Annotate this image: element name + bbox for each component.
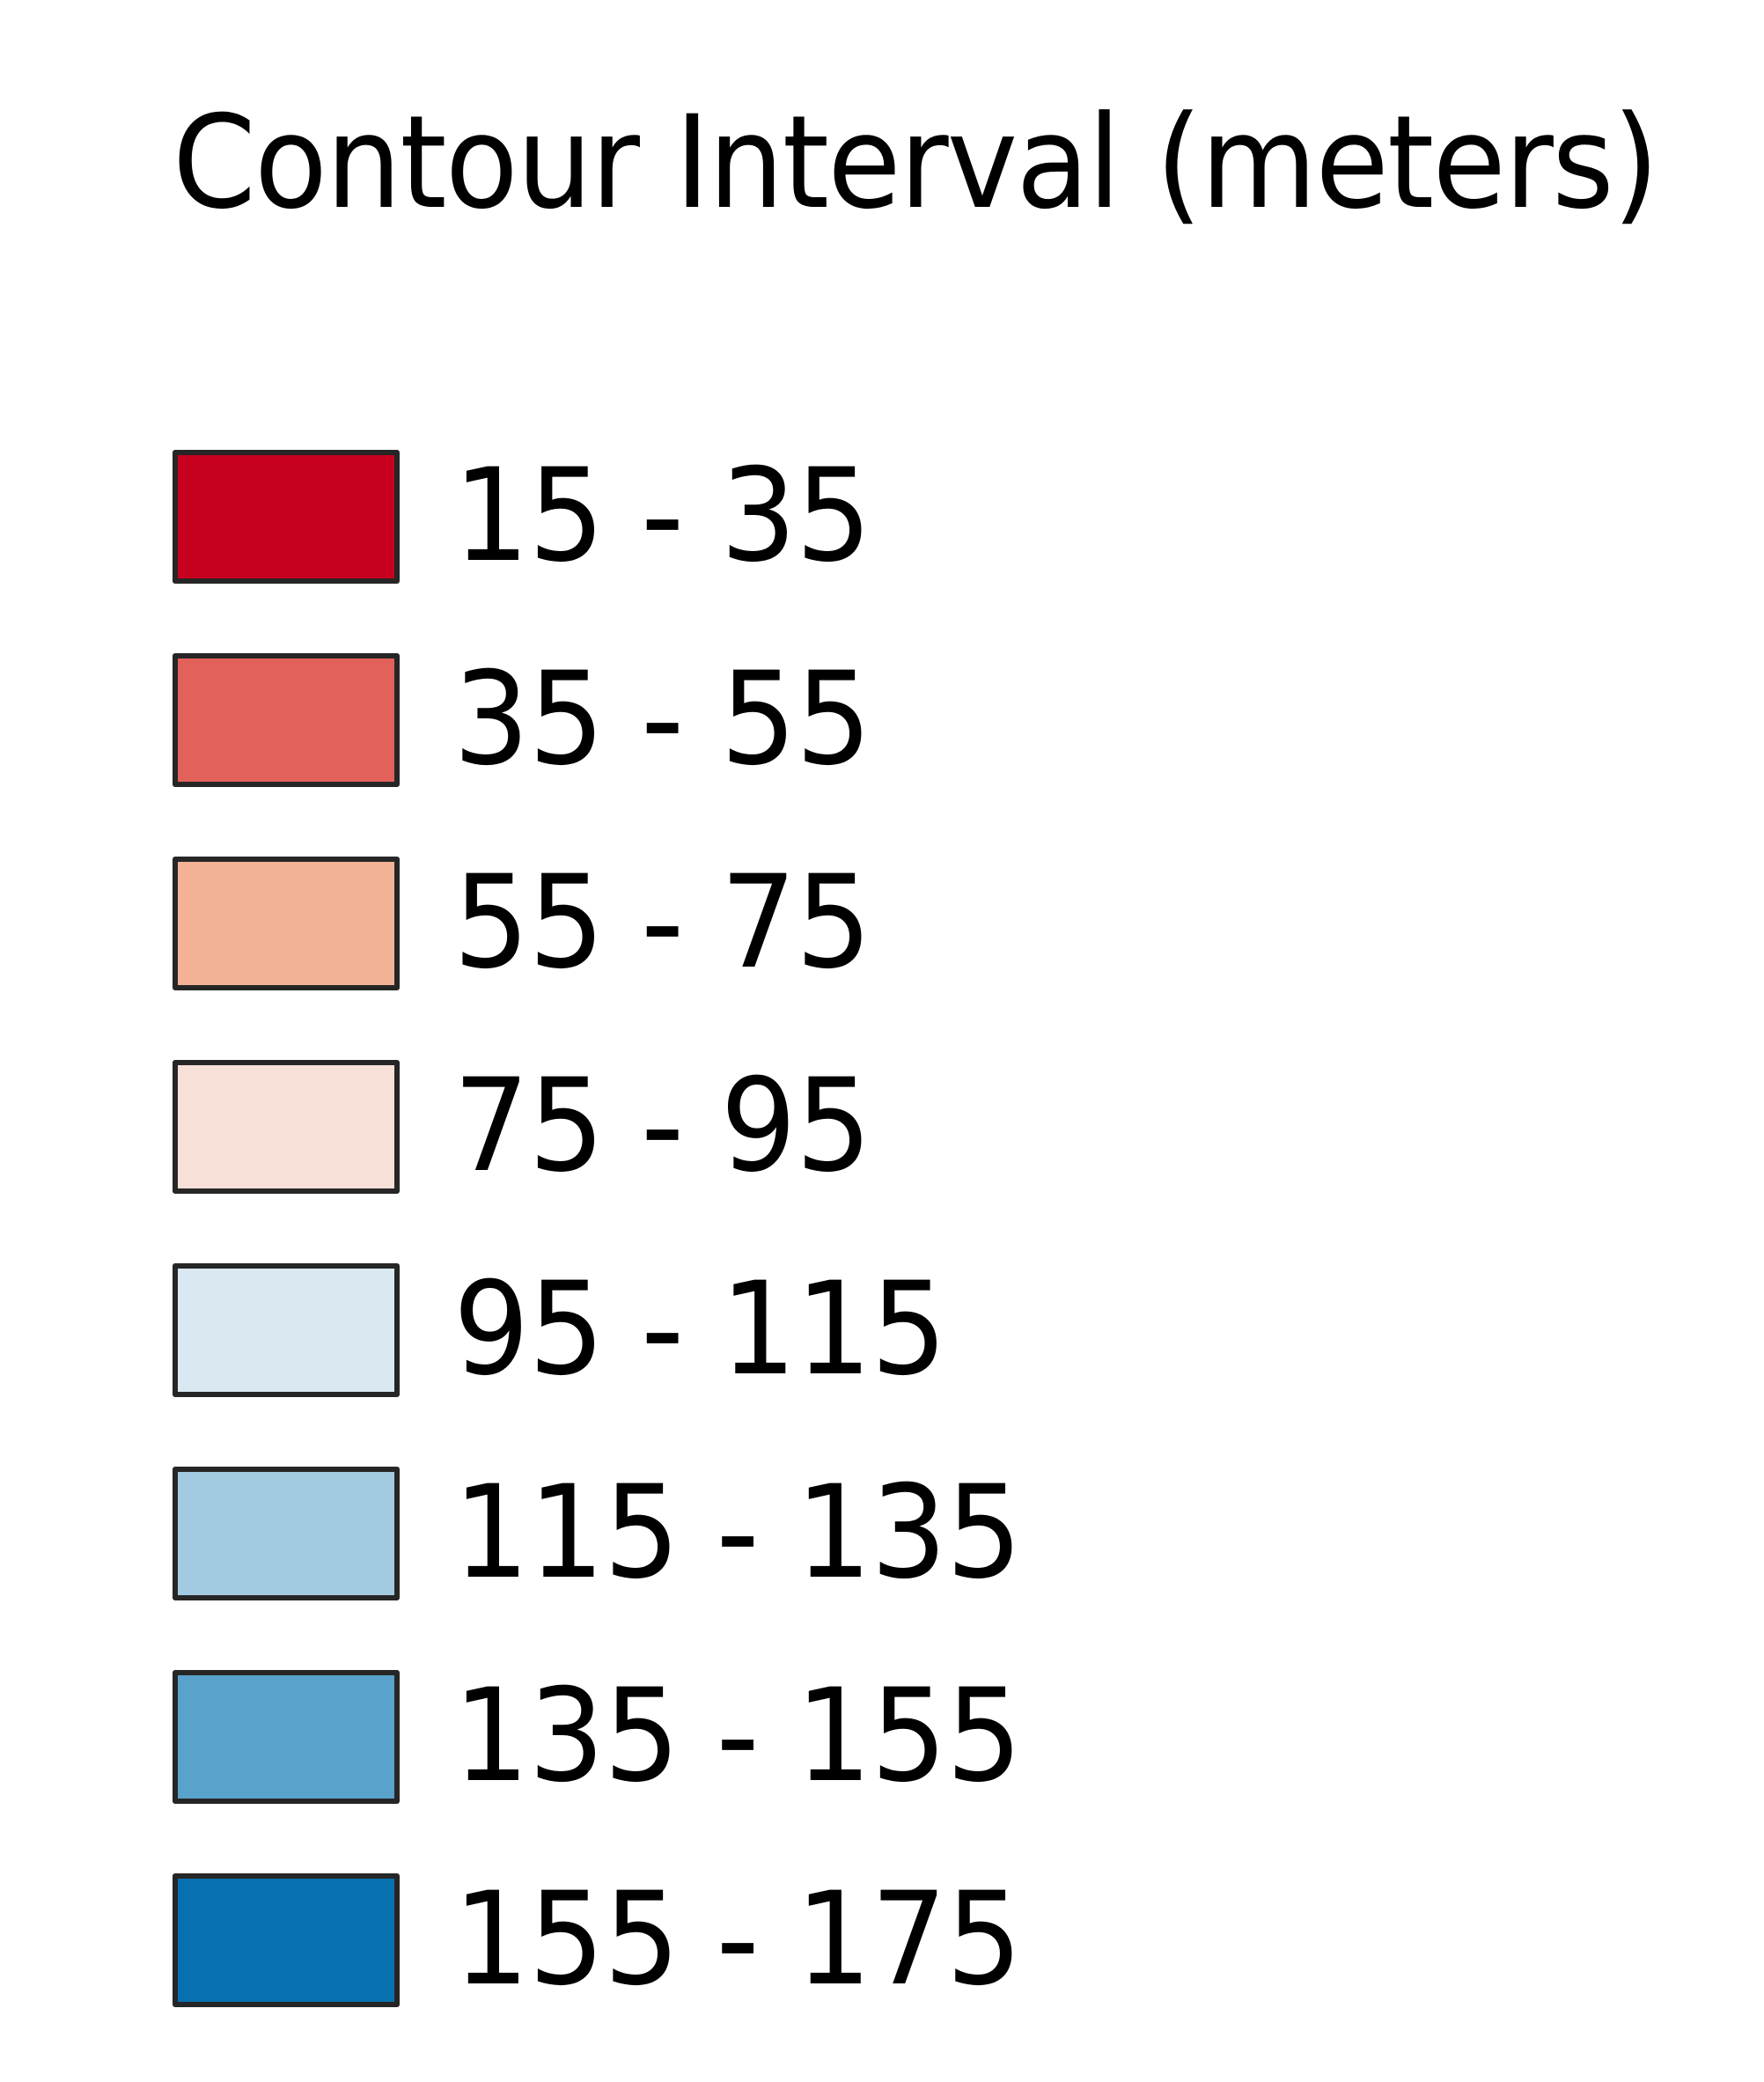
legend-range-label: 15 - 35	[453, 441, 871, 591]
legend-swatch	[173, 1263, 400, 1397]
legend-range-label: 75 - 95	[453, 1051, 871, 1201]
legend-range-label: 135 - 155	[453, 1661, 1022, 1811]
legend-swatch	[173, 450, 400, 584]
legend-item: 95 - 115	[0, 1254, 1232, 1404]
legend-item: 155 - 175	[0, 1865, 1232, 2014]
legend-swatch	[173, 653, 400, 787]
legend-item: 135 - 155	[0, 1661, 1232, 1811]
legend-range-label: 155 - 175	[453, 1865, 1022, 2014]
legend-range-label: 95 - 115	[453, 1254, 947, 1404]
legend-item: 115 - 135	[0, 1458, 1232, 1607]
legend-range-label: 55 - 75	[453, 848, 871, 997]
legend-swatch	[173, 1873, 400, 2007]
legend-item: 15 - 35	[0, 441, 1232, 591]
legend-swatch	[173, 857, 400, 990]
legend-swatch	[173, 1467, 400, 1600]
legend-range-label: 115 - 135	[453, 1458, 1022, 1607]
legend-item: 55 - 75	[0, 848, 1232, 997]
legend-item: 75 - 95	[0, 1051, 1232, 1201]
legend-swatch	[173, 1670, 400, 1804]
legend-title: Contour Interval (meters)	[173, 88, 1659, 238]
legend-item: 35 - 55	[0, 644, 1232, 794]
legend-range-label: 35 - 55	[453, 644, 871, 794]
legend-swatch	[173, 1060, 400, 1194]
